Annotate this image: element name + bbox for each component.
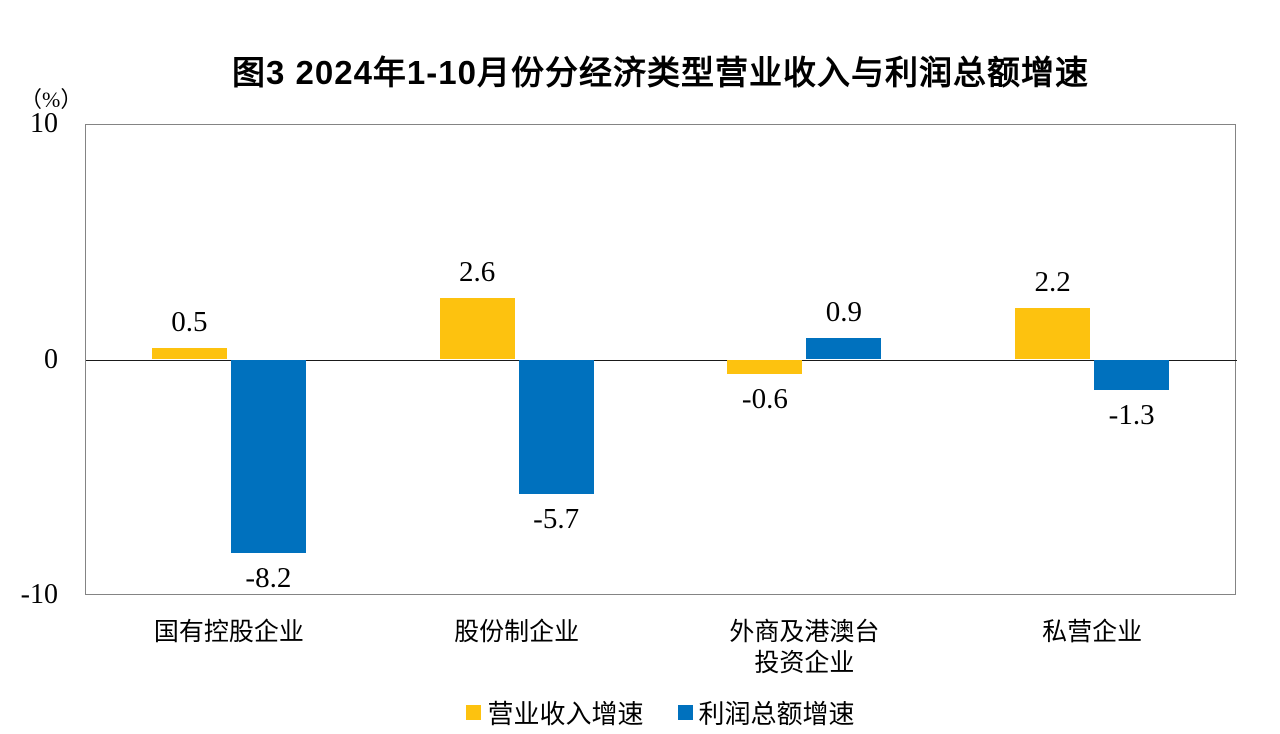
legend-swatch-icon bbox=[466, 705, 482, 720]
y-axis-tick-label: 0 bbox=[44, 343, 58, 375]
x-axis-tick-label: 外商及港澳台 投资企业 bbox=[729, 619, 880, 677]
legend-label: 利润总额增速 bbox=[698, 700, 855, 729]
value-label: -0.6 bbox=[741, 382, 788, 415]
bar-series-1-cat-0 bbox=[230, 359, 306, 553]
bar-series-1-cat-3 bbox=[1094, 359, 1170, 391]
legend-item: 利润总额增速 bbox=[677, 694, 855, 731]
legend-swatch-icon bbox=[677, 705, 693, 720]
chart-title: 图3 2024年1-10月份分经济类型营业收入与利润总额增速 bbox=[232, 54, 1089, 91]
value-label: -8.2 bbox=[245, 561, 292, 594]
value-label: -1.3 bbox=[1108, 399, 1155, 432]
value-label: 2.2 bbox=[1034, 265, 1071, 298]
x-axis-tick-label: 国有控股企业 bbox=[153, 619, 304, 646]
bar-series-0-cat-3 bbox=[1015, 307, 1091, 360]
value-label: 0.9 bbox=[825, 296, 862, 329]
bar-series-0-cat-0 bbox=[151, 347, 227, 360]
bar-series-0-cat-1 bbox=[439, 298, 515, 360]
bar-series-1-cat-1 bbox=[518, 359, 594, 494]
legend: 营业收入增速 利润总额增速 bbox=[85, 694, 1236, 731]
y-axis-tick-label: 10 bbox=[30, 108, 58, 139]
y-axis-tick-label: -10 bbox=[20, 579, 58, 610]
x-axis-tick-label: 私营企业 bbox=[1042, 619, 1143, 646]
y-axis-unit-label: （%） bbox=[20, 87, 83, 112]
legend-item: 营业收入增速 bbox=[466, 694, 644, 731]
zero-axis-line bbox=[86, 359, 1237, 361]
bar-series-0-cat-2 bbox=[727, 359, 803, 374]
x-axis-tick-label: 股份制企业 bbox=[454, 619, 580, 646]
value-label: 0.5 bbox=[171, 305, 208, 338]
value-label: 2.6 bbox=[459, 256, 496, 289]
plot-area bbox=[85, 124, 1237, 595]
legend-label: 营业收入增速 bbox=[487, 700, 644, 729]
value-label: -5.7 bbox=[533, 502, 580, 535]
bar-series-1-cat-2 bbox=[806, 338, 882, 360]
